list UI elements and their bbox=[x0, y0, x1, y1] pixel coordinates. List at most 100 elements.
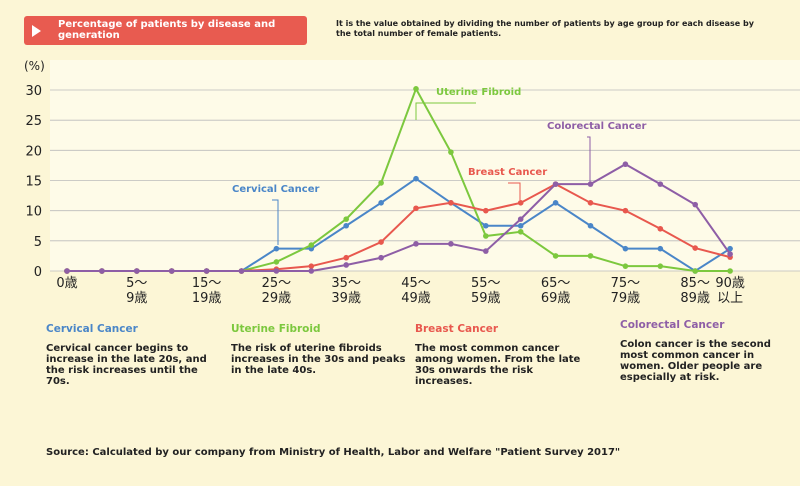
data-point bbox=[552, 181, 559, 187]
data-point bbox=[483, 233, 489, 239]
series-line bbox=[67, 163, 731, 272]
data-point bbox=[99, 268, 105, 274]
x-tick-label: 55〜 59歳 bbox=[471, 276, 501, 306]
data-point bbox=[622, 245, 629, 252]
description: Colorectal Cancer Colon cancer is the sec… bbox=[620, 319, 795, 384]
data-point bbox=[343, 216, 350, 222]
data-point bbox=[483, 222, 489, 229]
description-text: The risk of uterine fibroids increases i… bbox=[231, 343, 406, 376]
data-point bbox=[343, 262, 350, 268]
description-title: Cervical Cancer bbox=[46, 323, 138, 335]
y-tick-label: 30 bbox=[25, 84, 42, 99]
data-point bbox=[692, 245, 698, 251]
description: Uterine Fibroid The risk of uterine fibro… bbox=[231, 323, 406, 377]
subtitle: It is the value obtained by dividing the… bbox=[336, 19, 754, 38]
x-tick-label: 0歳 bbox=[56, 276, 78, 291]
data-point bbox=[378, 200, 384, 206]
y-tick-label: 25 bbox=[25, 114, 42, 129]
series-label: Colorectal Cancer bbox=[547, 121, 647, 132]
data-point bbox=[517, 228, 524, 235]
description-text: Colon cancer is the second most common c… bbox=[620, 339, 771, 383]
data-point bbox=[517, 216, 524, 222]
description: Cervical Cancer Cervical cancer begins to… bbox=[46, 323, 221, 388]
data-point bbox=[552, 200, 559, 206]
y-tick-label: 0 bbox=[34, 265, 42, 280]
y-tick-label: 5 bbox=[34, 235, 42, 250]
x-tick-label: 45〜 49歳 bbox=[401, 276, 431, 306]
description-title: Uterine Fibroid bbox=[231, 323, 321, 335]
series-label: Uterine Fibroid bbox=[436, 87, 521, 98]
data-point bbox=[413, 241, 419, 247]
data-point bbox=[692, 268, 698, 274]
data-point bbox=[657, 263, 664, 269]
data-point bbox=[273, 259, 280, 265]
data-point bbox=[448, 241, 454, 247]
y-tick-label: 10 bbox=[25, 205, 42, 220]
data-point bbox=[448, 200, 454, 206]
x-tick-label: 5〜 9歳 bbox=[126, 276, 148, 306]
leader-line bbox=[415, 102, 476, 120]
data-point bbox=[483, 207, 489, 214]
source: Source: Calculated by our company from M… bbox=[46, 447, 621, 458]
data-point bbox=[413, 205, 419, 212]
x-tick-label: 15〜 19歳 bbox=[191, 276, 222, 306]
data-point bbox=[727, 251, 733, 257]
data-point bbox=[587, 222, 594, 229]
data-point bbox=[657, 225, 664, 232]
data-point bbox=[727, 245, 733, 252]
data-point bbox=[587, 253, 594, 259]
y-tick-label: 20 bbox=[25, 144, 42, 159]
leader-line bbox=[587, 136, 591, 184]
title-box: Percentage of patients by disease and ge… bbox=[24, 16, 307, 45]
x-tick-label: 85〜 89歳 bbox=[680, 276, 710, 306]
data-point bbox=[587, 181, 594, 187]
data-point bbox=[622, 207, 629, 214]
description-text: The most common cancer among women. From… bbox=[415, 343, 581, 387]
data-point bbox=[378, 180, 384, 186]
description-title: Breast Cancer bbox=[415, 323, 499, 335]
leader-line bbox=[508, 182, 521, 200]
y-tick-label: 15 bbox=[25, 175, 42, 190]
y-axis-label: (%) bbox=[24, 59, 45, 73]
description-text: Cervical cancer begins to increase in th… bbox=[46, 343, 207, 387]
series-label: Breast Cancer bbox=[468, 167, 547, 178]
data-point bbox=[657, 181, 664, 187]
data-point bbox=[413, 85, 419, 92]
data-point bbox=[203, 268, 210, 274]
data-point bbox=[238, 268, 245, 274]
data-point bbox=[448, 149, 454, 155]
data-point bbox=[308, 242, 315, 248]
data-point bbox=[587, 200, 594, 206]
data-point bbox=[622, 161, 629, 168]
data-point bbox=[134, 268, 140, 274]
data-point bbox=[273, 268, 280, 274]
data-point bbox=[64, 268, 70, 274]
x-tick-label: 35〜 39歳 bbox=[331, 276, 361, 306]
chart-title: Percentage of patients by disease and ge… bbox=[58, 19, 276, 41]
data-point bbox=[552, 253, 559, 259]
data-point bbox=[517, 200, 524, 206]
data-point bbox=[378, 239, 384, 245]
data-point bbox=[657, 245, 664, 252]
series-label: Cervical Cancer bbox=[232, 184, 320, 195]
leader-line bbox=[272, 199, 279, 245]
description-title: Colorectal Cancer bbox=[620, 319, 725, 331]
data-point bbox=[308, 263, 315, 269]
plot-area bbox=[50, 60, 800, 271]
x-tick-label: 25〜 29歳 bbox=[261, 276, 292, 306]
data-point bbox=[413, 175, 419, 182]
data-point bbox=[483, 248, 489, 254]
data-point bbox=[622, 263, 629, 269]
data-point bbox=[378, 254, 384, 261]
data-point bbox=[168, 268, 175, 274]
data-point bbox=[273, 245, 280, 252]
data-point bbox=[692, 201, 698, 208]
description: Breast Cancer The most common cancer amon… bbox=[415, 323, 590, 388]
data-point bbox=[343, 254, 350, 261]
data-point bbox=[308, 268, 315, 274]
x-tick-label: 65〜 69歳 bbox=[540, 276, 571, 306]
x-tick-label: 90歳 以上 bbox=[715, 276, 745, 306]
data-point bbox=[727, 268, 733, 274]
